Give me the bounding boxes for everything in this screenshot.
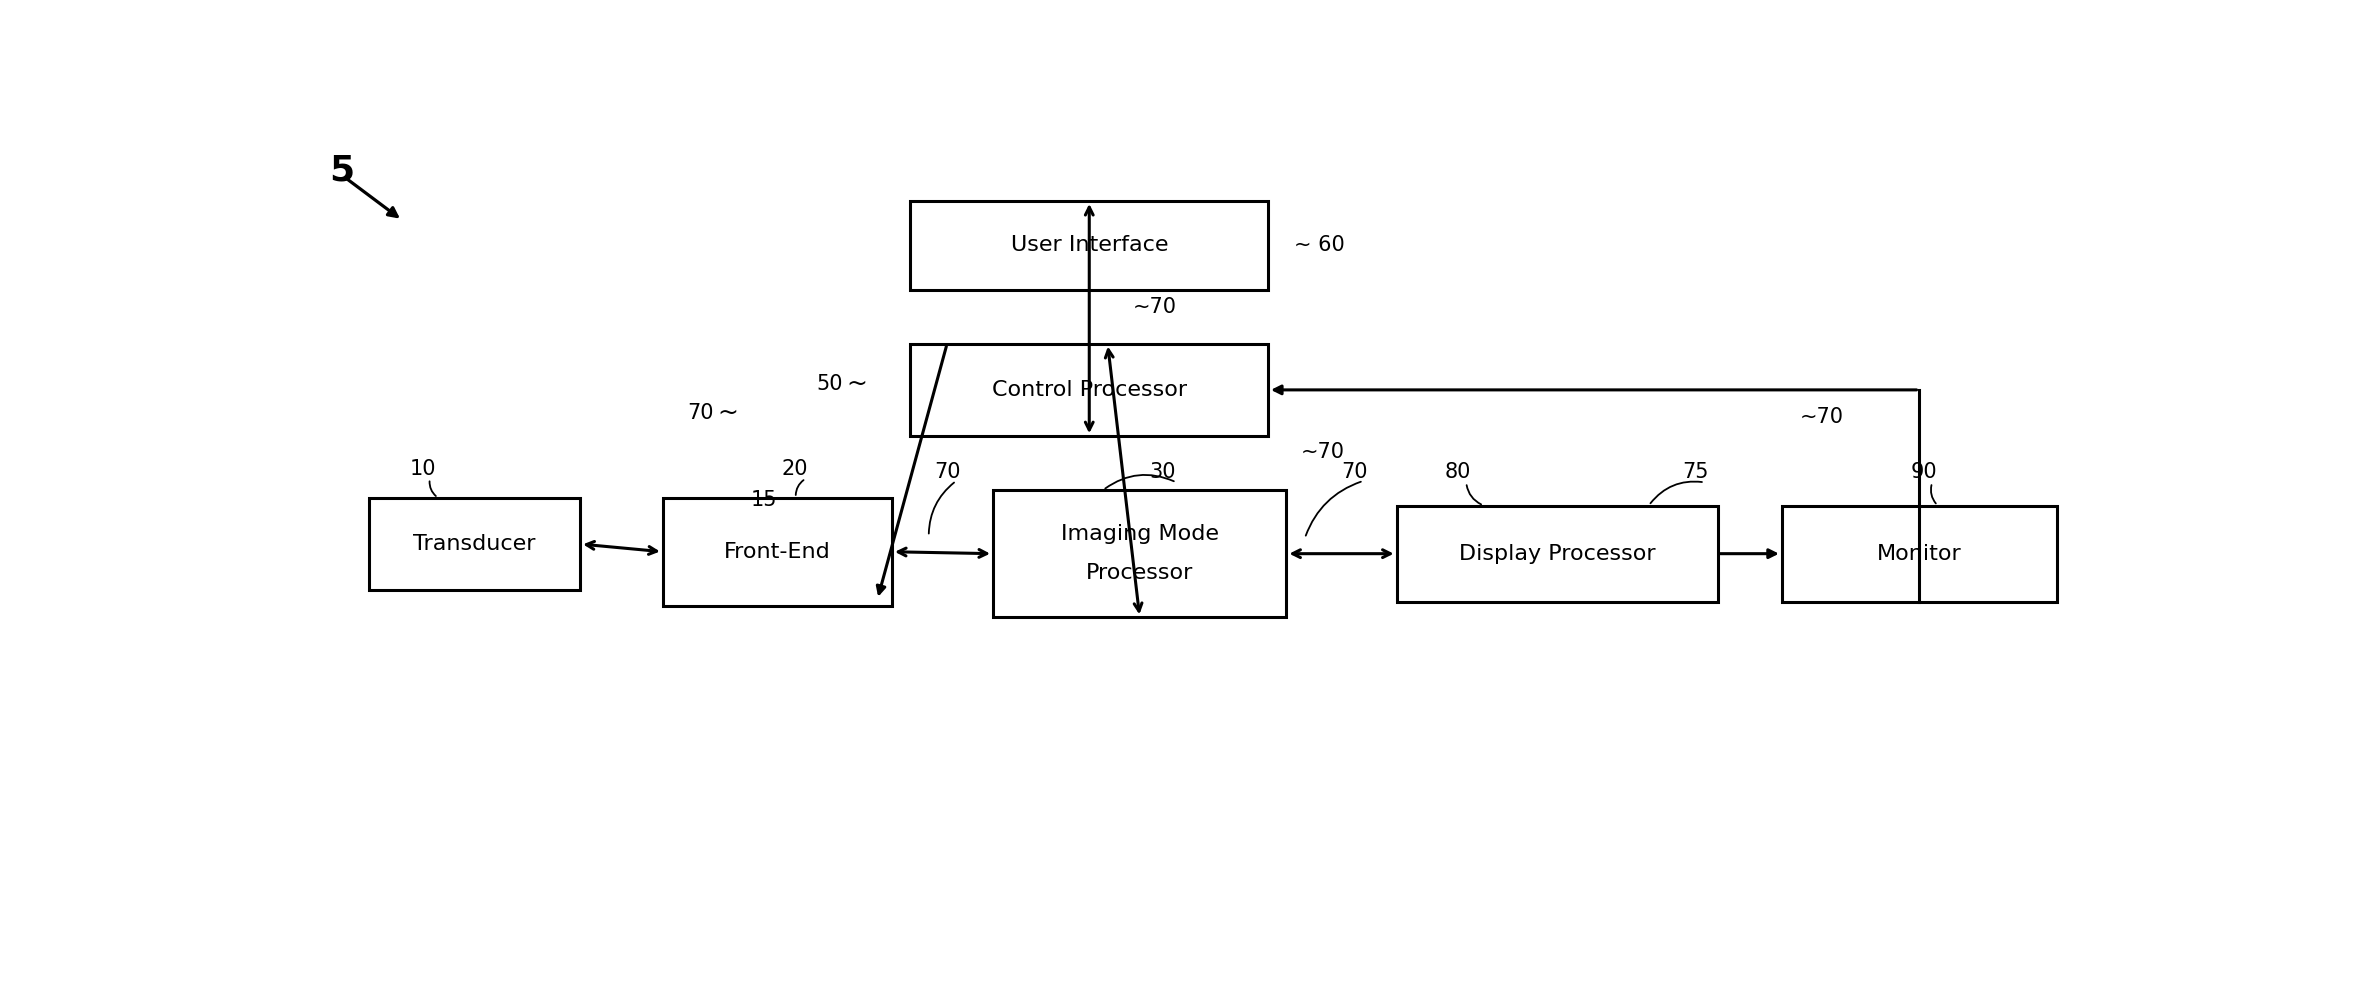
FancyBboxPatch shape bbox=[911, 201, 1269, 289]
Text: ~: ~ bbox=[717, 401, 739, 425]
Text: ~ 60: ~ 60 bbox=[1295, 235, 1344, 255]
Text: ~: ~ bbox=[847, 371, 866, 395]
Text: 80: 80 bbox=[1444, 462, 1470, 482]
FancyBboxPatch shape bbox=[663, 497, 892, 606]
Text: 70: 70 bbox=[689, 403, 715, 423]
FancyBboxPatch shape bbox=[911, 343, 1269, 436]
Text: Monitor: Monitor bbox=[1877, 544, 1962, 564]
Text: 20: 20 bbox=[781, 458, 810, 478]
Text: ~70: ~70 bbox=[1131, 296, 1176, 316]
FancyBboxPatch shape bbox=[369, 497, 580, 591]
Text: Transducer: Transducer bbox=[414, 535, 535, 554]
Text: Front-End: Front-End bbox=[724, 542, 831, 562]
Text: Processor: Processor bbox=[1086, 563, 1193, 583]
Text: Control Processor: Control Processor bbox=[992, 380, 1186, 399]
Text: 50: 50 bbox=[817, 373, 843, 393]
Text: Imaging Mode: Imaging Mode bbox=[1060, 525, 1219, 545]
Text: 70: 70 bbox=[935, 462, 961, 482]
Text: 5: 5 bbox=[329, 153, 355, 187]
Text: 15: 15 bbox=[750, 490, 776, 511]
Text: 75: 75 bbox=[1683, 462, 1709, 482]
Text: 70: 70 bbox=[1342, 462, 1368, 482]
FancyBboxPatch shape bbox=[1782, 506, 2057, 602]
Text: User Interface: User Interface bbox=[1011, 235, 1167, 255]
Text: Display Processor: Display Processor bbox=[1458, 544, 1655, 564]
FancyBboxPatch shape bbox=[994, 490, 1288, 618]
Text: 10: 10 bbox=[409, 458, 436, 478]
Text: 30: 30 bbox=[1148, 462, 1176, 482]
FancyBboxPatch shape bbox=[1397, 506, 1718, 602]
Text: 90: 90 bbox=[1910, 462, 1936, 482]
Text: ~70: ~70 bbox=[1801, 406, 1844, 426]
Text: ~70: ~70 bbox=[1302, 441, 1344, 461]
